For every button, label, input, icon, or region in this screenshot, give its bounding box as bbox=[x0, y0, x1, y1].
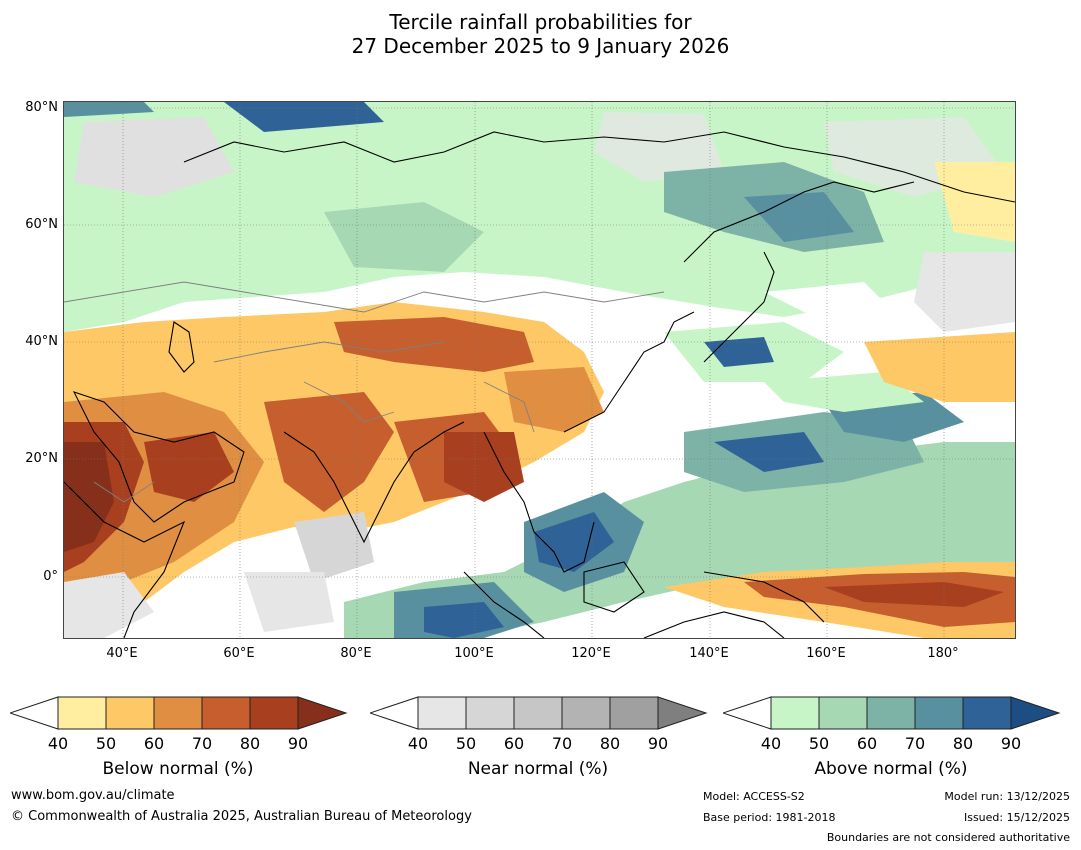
lat-label-0: 0° bbox=[43, 569, 58, 584]
colorbar-above bbox=[723, 696, 1061, 730]
tick: 80 bbox=[599, 734, 621, 753]
cb-above-0 bbox=[770, 696, 820, 730]
map-field bbox=[64, 102, 1015, 638]
cb-below-5 bbox=[297, 696, 348, 730]
footer-base-period: Base period: 1981-2018 bbox=[703, 811, 836, 824]
lon-label-120e: 120°E bbox=[571, 646, 611, 661]
tick: 50 bbox=[95, 734, 117, 753]
tick: 70 bbox=[904, 734, 926, 753]
cb-near-3 bbox=[561, 696, 611, 730]
tick: 40 bbox=[760, 734, 782, 753]
lat-label-80n: 80°N bbox=[25, 100, 58, 115]
tick: 50 bbox=[455, 734, 477, 753]
cb-below-1 bbox=[105, 696, 155, 730]
lon-label-80e: 80°E bbox=[340, 646, 372, 661]
tick: 60 bbox=[856, 734, 878, 753]
tick: 70 bbox=[551, 734, 573, 753]
lon-label-140e: 140°E bbox=[689, 646, 729, 661]
cb-above-5 bbox=[1010, 696, 1061, 730]
cb-near-5 bbox=[657, 696, 708, 730]
footer-copyright: © Commonwealth of Australia 2025, Austra… bbox=[11, 809, 472, 824]
cb-near-1 bbox=[465, 696, 515, 730]
cb-near-2 bbox=[513, 696, 563, 730]
tick: 80 bbox=[239, 734, 261, 753]
cb-below-0 bbox=[57, 696, 107, 730]
cb-below-3 bbox=[201, 696, 251, 730]
tick: 80 bbox=[952, 734, 974, 753]
lat-label-20n: 20°N bbox=[25, 451, 58, 466]
lon-label-60e: 60°E bbox=[223, 646, 255, 661]
tick: 90 bbox=[1000, 734, 1022, 753]
cb-near-4 bbox=[609, 696, 659, 730]
tick: 50 bbox=[808, 734, 830, 753]
footer-model-run: Model run: 13/12/2025 bbox=[944, 790, 1070, 803]
cb-above-3 bbox=[914, 696, 964, 730]
colorbar-below-label: Below normal (%) bbox=[102, 759, 254, 779]
lon-label-160e: 160°E bbox=[806, 646, 846, 661]
colorbar-below bbox=[10, 696, 348, 730]
footer-issued: Issued: 15/12/2025 bbox=[963, 811, 1070, 824]
colorbar-near-label: Near normal (%) bbox=[467, 759, 609, 779]
footer-model: Model: ACCESS-S2 bbox=[703, 790, 805, 803]
north-green-region bbox=[64, 102, 1015, 332]
tick: 60 bbox=[503, 734, 525, 753]
colorbar-near bbox=[370, 696, 708, 730]
cb-above-4 bbox=[962, 696, 1012, 730]
lat-label-60n: 60°N bbox=[25, 217, 58, 232]
map-title: Tercile rainfall probabilities for 27 De… bbox=[0, 10, 1081, 58]
footer-website[interactable]: www.bom.gov.au/climate bbox=[11, 788, 175, 803]
lon-label-180: 180° bbox=[927, 646, 959, 661]
cb-above-2 bbox=[866, 696, 916, 730]
cb-above-1 bbox=[818, 696, 868, 730]
tick: 90 bbox=[647, 734, 669, 753]
tick: 60 bbox=[143, 734, 165, 753]
rainfall-map bbox=[63, 101, 1016, 639]
lon-label-100e: 100°E bbox=[454, 646, 494, 661]
tick: 70 bbox=[191, 734, 213, 753]
coastlines bbox=[64, 131, 1015, 638]
footer-boundaries: Boundaries are not considered authoritat… bbox=[826, 831, 1070, 844]
title-line-2: 27 December 2025 to 9 January 2026 bbox=[351, 34, 730, 58]
tick: 90 bbox=[287, 734, 309, 753]
maritime-above bbox=[344, 442, 1015, 638]
tick: 40 bbox=[47, 734, 69, 753]
lon-label-40e: 40°E bbox=[106, 646, 138, 661]
colorbar-above-label: Above normal (%) bbox=[814, 759, 968, 779]
cb-below-4 bbox=[249, 696, 299, 730]
lat-label-40n: 40°N bbox=[25, 334, 58, 349]
cb-near-0 bbox=[417, 696, 467, 730]
title-line-1: Tercile rainfall probabilities for bbox=[389, 10, 692, 34]
tick: 40 bbox=[407, 734, 429, 753]
cb-below-2 bbox=[153, 696, 203, 730]
